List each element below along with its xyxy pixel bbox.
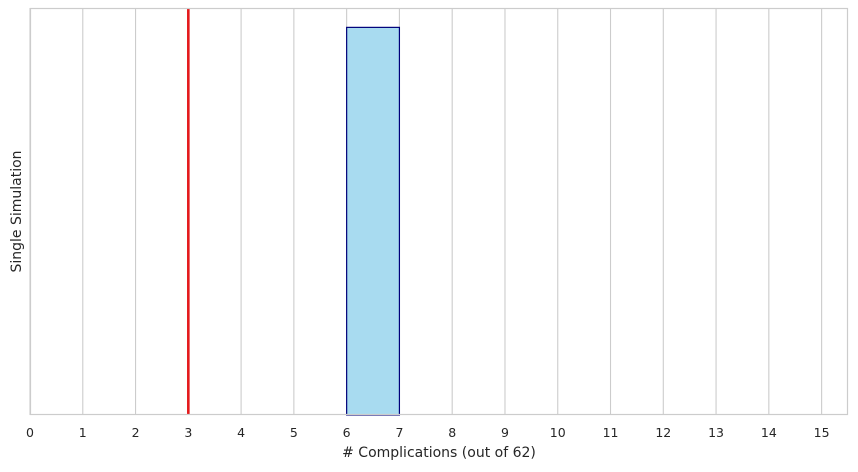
x-tick-label: 9 xyxy=(501,425,509,440)
x-tick-label: 1 xyxy=(79,425,87,440)
x-tick-label: 7 xyxy=(395,425,403,440)
x-tick-label: 14 xyxy=(761,425,777,440)
x-tick-label: 0 xyxy=(26,425,34,440)
x-tick-label: 2 xyxy=(132,425,140,440)
x-tick-label: 12 xyxy=(655,425,671,440)
grid-layer xyxy=(29,8,823,415)
plot-frame xyxy=(29,7,849,416)
x-tick-label: 4 xyxy=(237,425,245,440)
y-axis-label: Single Simulation xyxy=(9,150,25,272)
bar-layer xyxy=(346,26,401,416)
x-tick-labels: 0 1 2 3 4 5 6 7 8 9 10 11 12 13 14 15 xyxy=(26,425,830,440)
x-tick-label: 11 xyxy=(603,425,619,440)
x-tick-label: 13 xyxy=(708,425,724,440)
x-tick-label: 8 xyxy=(448,425,456,440)
x-tick-label: 5 xyxy=(290,425,298,440)
x-tick-label: 3 xyxy=(184,425,192,440)
x-tick-label: 15 xyxy=(814,425,830,440)
x-tick-label: 10 xyxy=(550,425,566,440)
histogram-bar xyxy=(346,26,401,416)
x-tick-label: 6 xyxy=(343,425,351,440)
x-axis-label: # Complications (out of 62) xyxy=(342,445,536,461)
